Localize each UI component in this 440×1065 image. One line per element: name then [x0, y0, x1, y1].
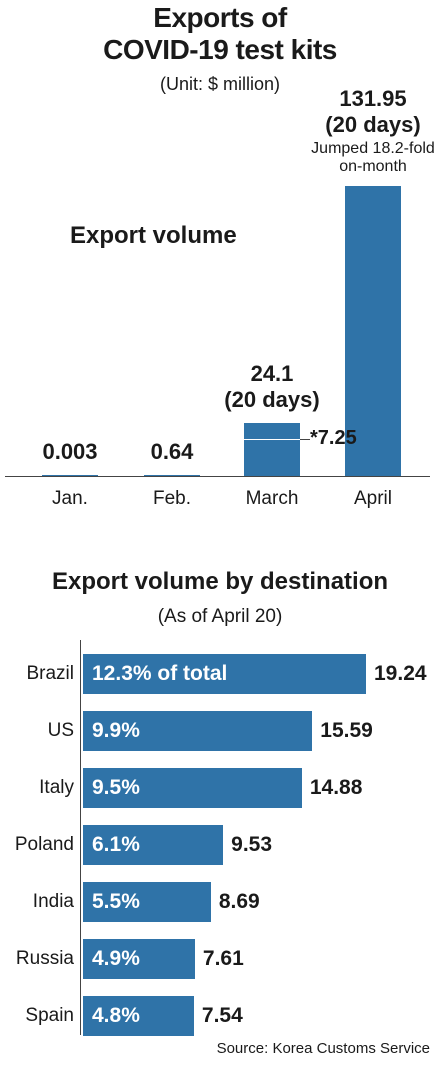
bar-poland: 6.1% [83, 825, 224, 865]
source-note: Source: Korea Customs Service [216, 1040, 430, 1057]
value-label-brazil: 19.24 [374, 662, 427, 685]
category-label-spain: Spain [25, 1005, 74, 1026]
chart2-title: Export volume by destination [51, 568, 389, 595]
period-label-march: (20 days) [224, 387, 320, 413]
destination-axis-line [80, 640, 81, 1035]
chart2-subtitle: (As of April 20) [157, 606, 283, 627]
bar-march [244, 423, 300, 476]
category-label-us: US [47, 720, 74, 741]
value-label-poland: 9.53 [231, 833, 273, 856]
share-label-us: 9.9% [92, 719, 140, 742]
value-label-italy: 14.88 [309, 776, 363, 799]
value-label-april: 131.95 [339, 86, 407, 111]
page-title-line1: Exports of [153, 2, 287, 33]
value-label-india: 8.69 [218, 890, 260, 913]
value-label-russia: 7.61 [202, 947, 244, 970]
category-label-russia: Russia [15, 948, 74, 969]
share-label-russia: 4.9% [92, 947, 140, 970]
value-label-feb: 0.64 [150, 438, 194, 464]
value-label-jan: 0.003 [42, 439, 98, 464]
share-label-india: 5.5% [92, 890, 140, 913]
tick-label-jan: Jan. [52, 488, 88, 509]
category-label-italy: Italy [39, 777, 74, 798]
share-label-italy: 9.5% [92, 776, 140, 799]
tick-label-april: April [353, 488, 392, 509]
category-label-brazil: Brazil [26, 663, 74, 684]
share-label-spain: 4.8% [92, 1004, 140, 1027]
category-label-poland: Poland [14, 834, 74, 855]
share-label-brazil: 12.3% of total [92, 662, 228, 685]
share-label-poland: 6.1% [92, 833, 140, 856]
march-marker-tick [300, 439, 310, 441]
april-note-line2: on-month [339, 158, 407, 175]
bar-jan [42, 475, 98, 476]
x-axis-line [5, 476, 430, 477]
bar-spain: 4.8% [83, 996, 194, 1036]
march-marker-label: *7.25 [310, 427, 357, 450]
value-label-us: 15.59 [320, 719, 373, 742]
bar-india: 5.5% [83, 882, 211, 922]
tick-label-feb: Feb. [152, 488, 192, 509]
page-title-line2: COVID-19 test kits [103, 34, 337, 65]
march-marker-line [244, 439, 310, 441]
bar-italy: 9.5% [83, 768, 302, 808]
bar-brazil: 12.3% of total [83, 654, 366, 694]
tick-label-march: March [245, 488, 299, 509]
value-label-march: 24.1 [250, 361, 294, 387]
period-label-april: (20 days) [325, 112, 421, 137]
monthly-export-chart: Jan. 0.003 Feb. 0.64 March 24.1 (20 days) April… [0, 0, 440, 530]
value-label-spain: 7.54 [201, 1004, 243, 1027]
bar-april [345, 186, 401, 476]
unit-label: (Unit: $ million) [159, 74, 281, 94]
april-note-line1: Jumped 18.2-fold [311, 140, 435, 157]
bar-feb [144, 474, 200, 476]
category-label-india: India [32, 891, 74, 912]
chart1-title: Export volume [70, 222, 237, 249]
bar-us: 9.9% [83, 711, 313, 751]
bar-russia: 4.9% [83, 939, 195, 979]
